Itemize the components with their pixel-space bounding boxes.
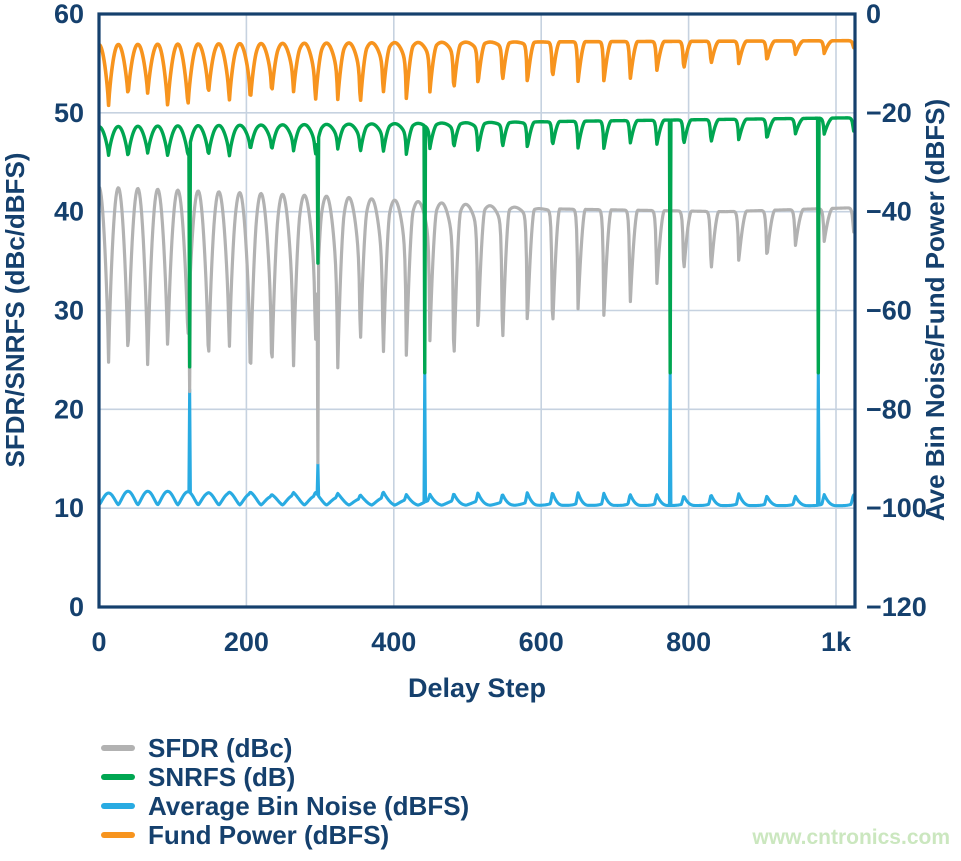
legend-swatch — [101, 832, 135, 838]
y-axis-left-tick-label: 60 — [54, 0, 84, 29]
y-axis-right-tick-label: −100 — [866, 493, 927, 523]
legend-swatch — [101, 774, 135, 780]
legend-label: SFDR (dBc) — [148, 732, 293, 763]
legend-item: SFDR (dBc) — [101, 733, 469, 763]
x-axis-tick-label: 1k — [821, 627, 852, 657]
watermark-text: www.cntronics.com — [752, 826, 950, 849]
legend-label: Average Bin Noise (dBFS) — [148, 790, 470, 821]
legend-item: Average Bin Noise (dBFS) — [101, 791, 469, 821]
y-axis-left-title: SFDR/SNRFS (dBc/dBFS) — [0, 153, 30, 468]
x-axis-tick-label: 200 — [224, 627, 269, 657]
y-axis-right-tick-label: 0 — [866, 0, 881, 29]
chart-legend: SFDR (dBc) SNRFS (dB) Average Bin Noise (d… — [101, 733, 469, 850]
y-axis-left-tick-label: 30 — [54, 296, 84, 326]
plot-border — [97, 12, 857, 609]
legend-item: Fund Power (dBFS) — [101, 820, 469, 850]
legend-label: Fund Power (dBFS) — [148, 819, 390, 850]
y-axis-left-tick-label: 40 — [54, 197, 84, 227]
series-snrfs-line — [99, 116, 855, 375]
y-axis-left-tick-label: 10 — [54, 493, 84, 523]
y-axis-left-tick-label: 20 — [54, 394, 84, 424]
legend-swatch — [101, 745, 135, 751]
y-axis-right-tick-label: −120 — [866, 592, 927, 622]
legend-item: SNRFS (dB) — [101, 762, 469, 792]
x-axis-tick-label: 400 — [371, 627, 416, 657]
x-axis-tick-label: 0 — [91, 627, 106, 657]
legend-label: SNRFS (dB) — [148, 761, 296, 792]
y-axis-right-tick-label: −60 — [866, 296, 912, 326]
x-axis-tick-label: 800 — [666, 627, 711, 657]
y-axis-right-title: Ave Bin Noise/Fund Power (dBFS) — [920, 99, 950, 521]
series-sfdr-line — [99, 185, 855, 465]
x-axis-title: Delay Step — [408, 673, 546, 703]
legend-swatch — [101, 803, 135, 809]
y-axis-right-tick-label: −20 — [866, 98, 912, 128]
y-axis-right-tick-label: −80 — [866, 394, 912, 424]
y-axis-right-tick-label: −40 — [866, 197, 912, 227]
y-axis-left-tick-label: 0 — [69, 592, 84, 622]
gridlines — [99, 14, 855, 607]
y-axis-left-tick-label: 50 — [54, 98, 84, 128]
series-fund-power-line — [99, 38, 855, 108]
x-axis-tick-label: 600 — [519, 627, 564, 657]
series-plot-area — [99, 38, 855, 508]
series-avg-bin-noise-line — [99, 370, 855, 508]
